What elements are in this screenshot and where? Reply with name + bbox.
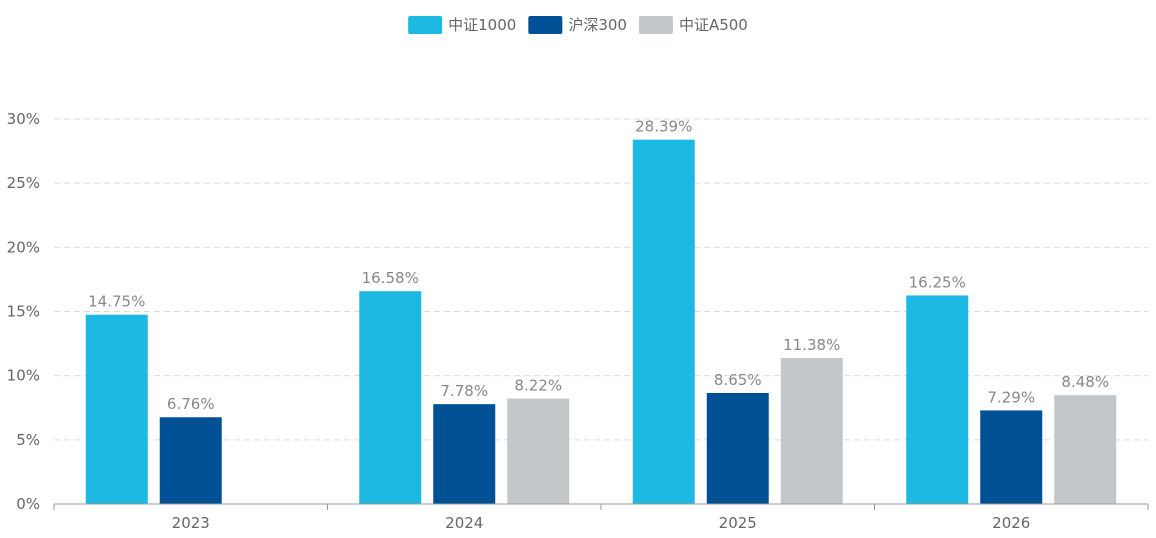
bar-2024-2[interactable] xyxy=(507,398,570,504)
bar-2024-1[interactable] xyxy=(433,404,496,504)
bar-2025-1[interactable] xyxy=(706,392,769,504)
bar-2026-1[interactable] xyxy=(980,410,1043,504)
grid-lines xyxy=(54,118,1148,441)
data-label: 16.58% xyxy=(362,269,419,287)
y-tick-label: 20% xyxy=(7,238,40,256)
data-label: 7.29% xyxy=(987,388,1035,406)
data-label: 8.22% xyxy=(514,377,562,395)
bar-2023-1[interactable] xyxy=(159,417,222,504)
y-tick-label: 10% xyxy=(7,367,40,385)
y-tick-label: 5% xyxy=(16,431,40,449)
y-tick-label: 15% xyxy=(7,303,40,321)
x-axis: 2023 2024 2025 2026 xyxy=(53,503,1149,532)
y-axis: 0% 5% 10% 15% 20% 25% 30% xyxy=(7,110,40,513)
bar-2025-0[interactable] xyxy=(632,139,695,504)
bar-2025-2[interactable] xyxy=(780,357,843,504)
legend-swatch xyxy=(638,16,673,34)
data-label: 28.39% xyxy=(635,118,692,136)
data-label: 16.25% xyxy=(909,273,966,291)
legend-label: 沪深300 xyxy=(568,16,627,34)
y-tick-label: 25% xyxy=(7,174,40,192)
legend-item[interactable]: 中证1000 xyxy=(408,16,516,34)
legend-item[interactable]: 中证A500 xyxy=(638,16,748,34)
data-label: 11.38% xyxy=(783,336,840,354)
data-label: 8.65% xyxy=(714,371,762,389)
data-labels: 14.75% 6.76% 16.58% 7.78% 8.22% 28.39% 8.65% 11… xyxy=(88,118,1109,414)
legend-swatch xyxy=(408,16,443,34)
legend-label: 中证1000 xyxy=(448,16,516,34)
legend-item[interactable]: 沪深300 xyxy=(528,16,627,34)
x-tick-label: 2025 xyxy=(719,514,757,532)
legend-swatch xyxy=(528,16,563,34)
x-tick-label: 2026 xyxy=(992,514,1030,532)
bar-2026-0[interactable] xyxy=(906,295,969,504)
bar-2026-2[interactable] xyxy=(1054,395,1117,504)
bars xyxy=(85,139,1117,504)
data-label: 14.75% xyxy=(88,293,145,311)
x-tick-label: 2023 xyxy=(172,514,210,532)
bar-2023-0[interactable] xyxy=(85,314,148,504)
legend-label: 中证A500 xyxy=(679,16,748,34)
y-tick-label: 0% xyxy=(16,495,40,513)
x-tick-label: 2024 xyxy=(445,514,483,532)
data-label: 8.48% xyxy=(1061,373,1109,391)
data-label: 7.78% xyxy=(440,382,488,400)
bar-2024-0[interactable] xyxy=(359,291,422,504)
legend: 中证1000 沪深300 中证A500 xyxy=(408,16,748,34)
data-label: 6.76% xyxy=(167,395,215,413)
y-tick-label: 30% xyxy=(7,110,40,128)
